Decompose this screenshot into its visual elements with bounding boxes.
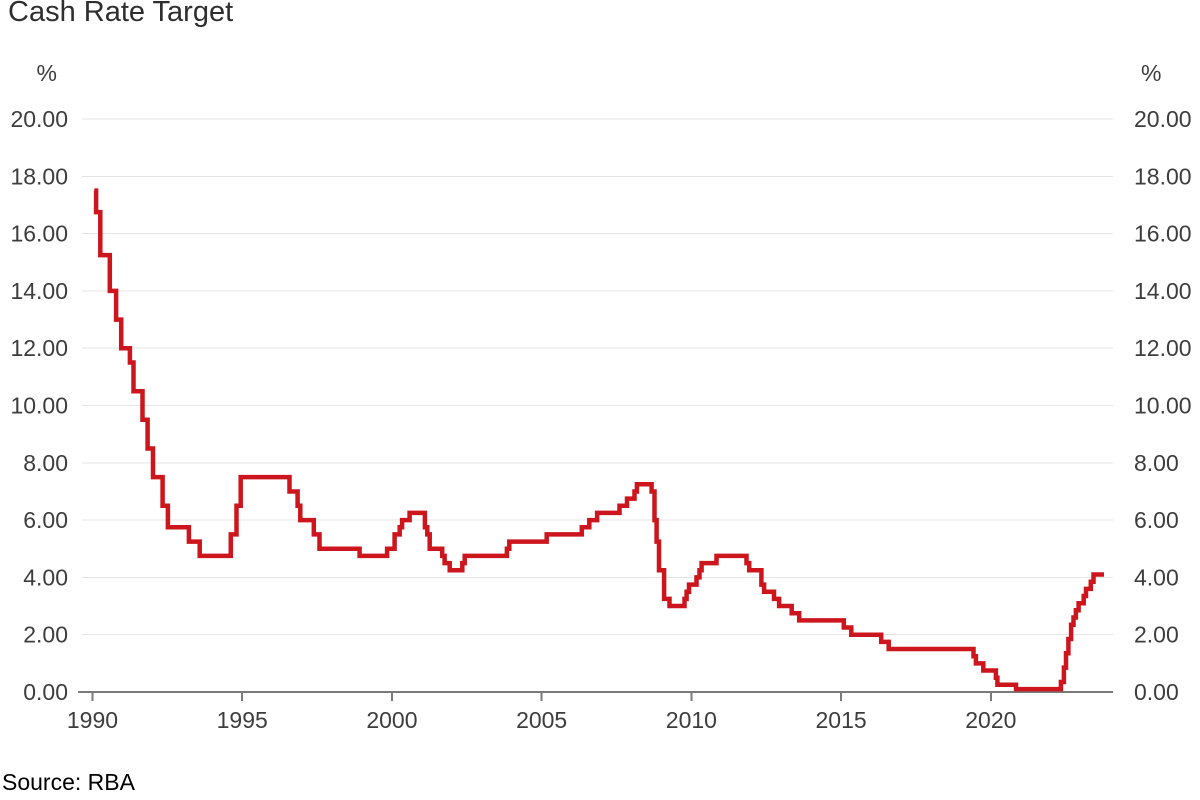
x-tick-label: 2015 [816,707,867,733]
x-tick-label: 2000 [366,707,417,733]
y-tick-label-right: 14.00 [1134,278,1192,304]
unit-label-right: % [1141,60,1161,86]
y-tick-label-left: 14.00 [10,278,68,304]
y-tick-label-left: 20.00 [10,106,68,132]
y-tick-label-left: 4.00 [23,564,68,590]
y-tick-label-left: 10.00 [10,393,68,419]
y-tick-label-right: 8.00 [1134,450,1179,476]
rate-line [93,188,1104,692]
chart-title: Cash Rate Target [8,0,234,28]
y-tick-label-right: 4.00 [1134,564,1179,590]
y-tick-label-right: 20.00 [1134,106,1192,132]
x-tick-label: 2020 [965,707,1016,733]
y-tick-label-right: 10.00 [1134,393,1192,419]
x-tick-label: 1995 [217,707,268,733]
y-tick-label-right: 0.00 [1134,679,1179,705]
source-note: Source: RBA [2,769,135,795]
y-tick-label-left: 2.00 [23,622,68,648]
y-tick-label-left: 8.00 [23,450,68,476]
y-tick-label-left: 16.00 [10,221,68,247]
x-tick-label: 2005 [516,707,567,733]
y-tick-label-right: 6.00 [1134,507,1179,533]
x-tick-label: 2010 [666,707,717,733]
y-tick-label-right: 12.00 [1134,335,1192,361]
x-tick-label: 1990 [67,707,118,733]
y-tick-label-left: 0.00 [23,679,68,705]
y-tick-label-right: 18.00 [1134,163,1192,189]
y-tick-label-left: 18.00 [10,163,68,189]
unit-label-left: % [37,60,57,86]
y-tick-label-left: 6.00 [23,507,68,533]
y-tick-label-right: 2.00 [1134,622,1179,648]
y-tick-label-left: 12.00 [10,335,68,361]
y-tick-label-right: 16.00 [1134,221,1192,247]
